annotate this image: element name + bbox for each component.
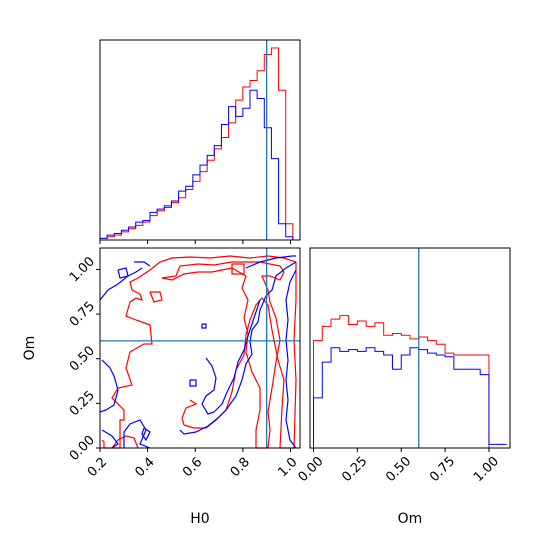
h0-marginal-frame (99, 39, 301, 241)
contour-y-ticks: 0.00 0.25 0.50 0.75 1.00 (67, 254, 100, 464)
om-x-tick-label: 0.25 (339, 454, 370, 485)
contours-blue (99, 255, 297, 449)
blue-contour-small-4 (117, 267, 129, 279)
red-contour-inner (161, 261, 285, 449)
red-contour-left-island (111, 435, 139, 449)
om-y-tick-label: 0.00 (67, 433, 98, 464)
h0-tick-label: 0.2 (85, 455, 110, 480)
contour-frame (99, 247, 301, 449)
om-y-tick-label: 1.00 (67, 254, 98, 285)
h0-marginal-ticks (99, 240, 291, 244)
h0-tick-label: 0.8 (228, 455, 253, 480)
h0-hist-red (99, 47, 300, 241)
blue-contour-inner (201, 269, 297, 449)
om-x-tick-label: 0.50 (383, 454, 414, 485)
om-y-tick-label: 0.50 (67, 344, 98, 375)
om-hist-red (313, 315, 507, 449)
y-axis-label-om: Om (22, 336, 38, 361)
h0-tick-label: 0.4 (133, 455, 158, 480)
om-y-tick-label: 0.75 (67, 299, 98, 330)
x-axis-label-om: Om (398, 511, 423, 527)
om-x-tick-label: 0.00 (295, 454, 326, 485)
contour-panel: 0.2 0.4 0.6 0.8 1.0 0.000.250.500.751.00 H0 … (22, 247, 301, 527)
blue-contour-small-2 (201, 323, 207, 329)
om-marginal-panel: 0.00 0.25 0.50 0.75 1.00 Om (295, 247, 511, 527)
red-contour-small-1 (149, 291, 163, 303)
contour-x-ticks: 0.2 0.4 0.6 0.8 1.0 (85, 448, 301, 480)
h0-tick-label: 0.6 (180, 455, 205, 480)
om-y-tick-label: 0.25 (67, 388, 98, 419)
blue-contour-small-1 (141, 427, 151, 442)
h0-hist-blue (99, 89, 300, 241)
om-hist-blue (313, 347, 507, 448)
h0-marginal-panel (99, 39, 301, 244)
red-contour-small-2 (231, 263, 245, 275)
x-axis-label-h0: H0 (190, 511, 209, 527)
blue-contour-small-3 (189, 379, 197, 387)
om-x-tick-label: 0.75 (427, 454, 458, 485)
blue-contour-outer (99, 255, 297, 449)
om-x-ticks: 0.00 0.25 0.50 0.75 1.00 (295, 448, 502, 485)
om-marginal-frame (309, 247, 511, 449)
om-x-tick-label: 1.00 (471, 454, 502, 485)
